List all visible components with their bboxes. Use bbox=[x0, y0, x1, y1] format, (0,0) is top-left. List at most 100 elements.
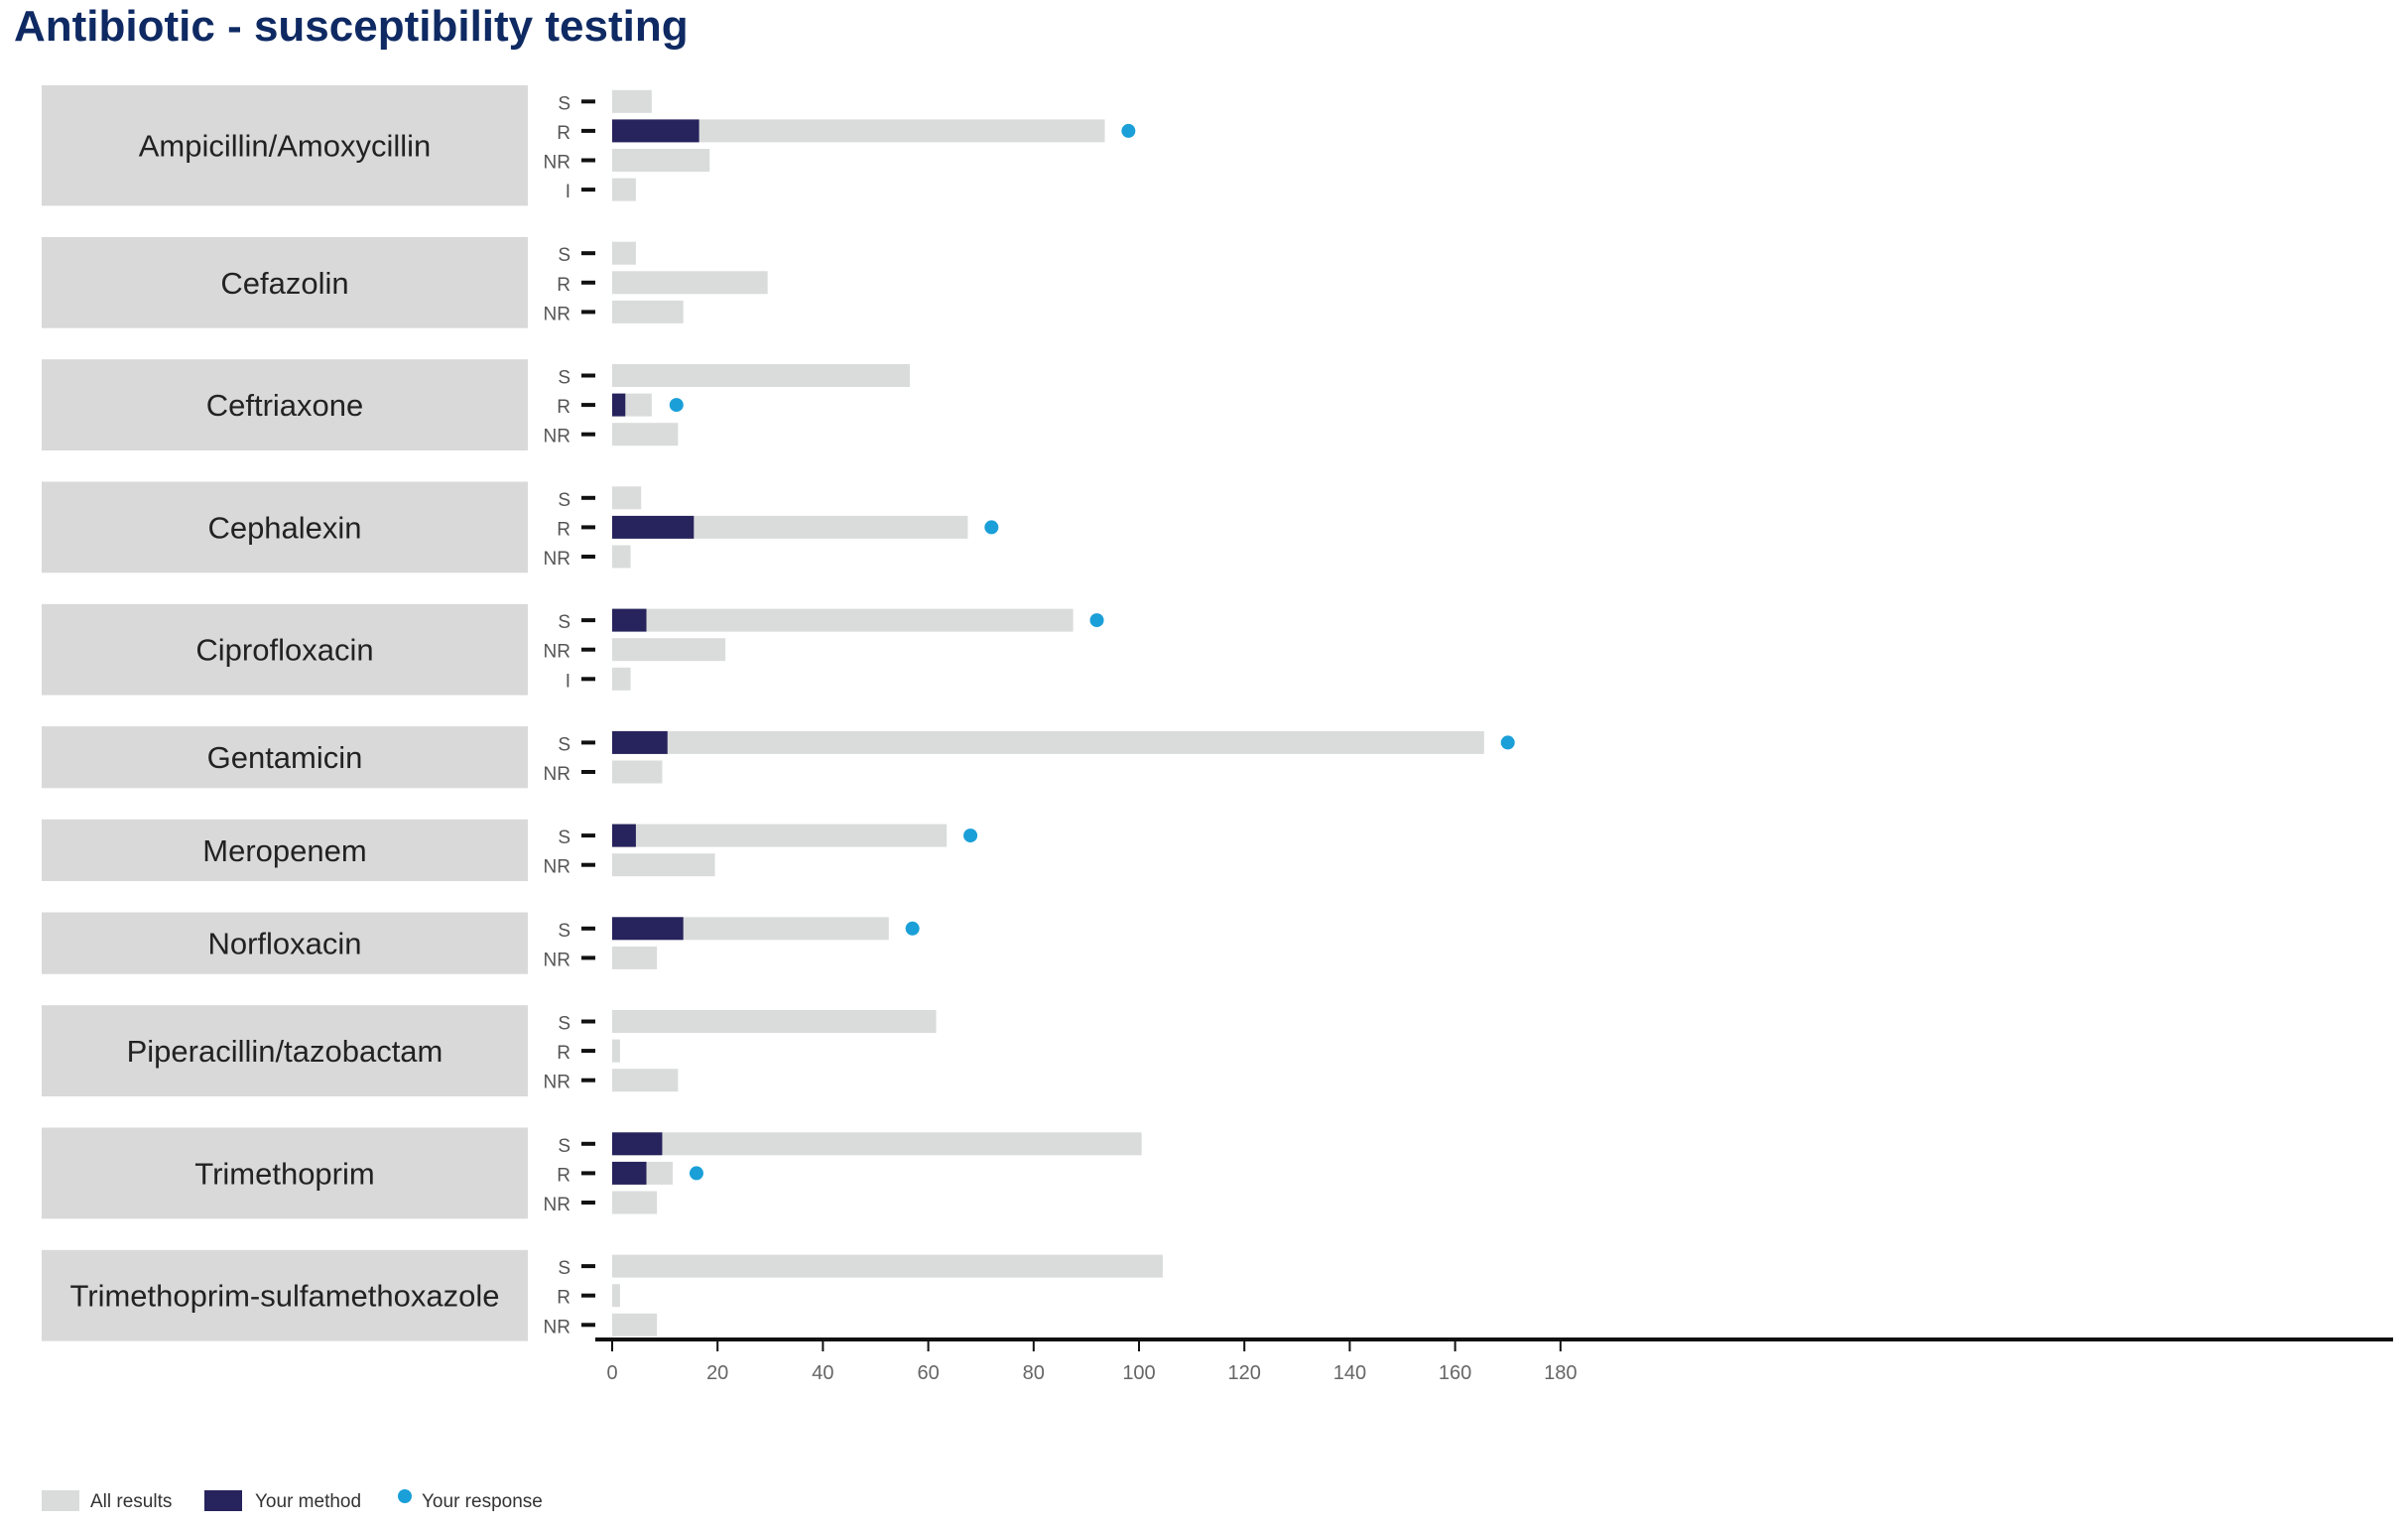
bar-all-results-cefazolin-nr bbox=[612, 300, 684, 323]
category-tick bbox=[581, 618, 595, 623]
category-tick bbox=[581, 1141, 595, 1146]
antibiotic-label: Ampicillin/Amoxycillin bbox=[139, 129, 432, 164]
category-label: NR bbox=[544, 549, 570, 570]
category-label: NR bbox=[544, 1195, 570, 1215]
bar-all-results-piperacillin-tazobactam-s bbox=[612, 1010, 937, 1033]
category-label: S bbox=[558, 612, 570, 633]
antibiotic-label: Ceftriaxone bbox=[206, 388, 364, 423]
category-tick bbox=[581, 1078, 595, 1082]
bar-all-results-ampicillin-amoxycillin-i bbox=[612, 178, 636, 201]
point-your-response-ceftriaxone-r bbox=[669, 398, 684, 413]
x-tick-label: 80 bbox=[1023, 1362, 1045, 1384]
category-label: S bbox=[558, 827, 570, 848]
bar-all-results-norfloxacin-nr bbox=[612, 946, 658, 969]
x-tick-label: 100 bbox=[1122, 1362, 1155, 1384]
bar-all-results-cefazolin-r bbox=[612, 271, 768, 295]
x-tick-label: 60 bbox=[917, 1362, 939, 1384]
category-label: NR bbox=[544, 1317, 570, 1337]
legend: All results Your method Your response bbox=[42, 1489, 543, 1512]
bar-all-results-gentamicin-nr bbox=[612, 760, 663, 784]
category-tick bbox=[581, 926, 595, 931]
category-label: NR bbox=[544, 1073, 570, 1093]
bar-all-results-ciprofloxacin-i bbox=[612, 667, 631, 691]
panel-ceftriaxone bbox=[42, 359, 528, 450]
category-tick bbox=[581, 770, 595, 774]
bar-your-method-ciprofloxacin-s bbox=[612, 608, 647, 632]
category-label: NR bbox=[544, 642, 570, 663]
category-tick bbox=[581, 955, 595, 960]
x-tick-label: 120 bbox=[1228, 1362, 1261, 1384]
category-label: R bbox=[557, 1165, 570, 1186]
category-tick bbox=[581, 1264, 595, 1269]
category-tick bbox=[581, 432, 595, 437]
x-tick-label: 20 bbox=[706, 1362, 728, 1384]
antibiotic-label: Ciprofloxacin bbox=[195, 633, 373, 668]
x-axis: 0 20 40 60 80 100 120 140 160 180 bbox=[595, 1337, 2393, 1384]
category-tick bbox=[581, 1019, 595, 1024]
bar-all-results-trimethoprim-sulfamethoxazole-nr bbox=[612, 1313, 658, 1336]
category-tick bbox=[581, 1293, 595, 1298]
panel-meropenem bbox=[42, 819, 528, 881]
x-tick-label: 160 bbox=[1439, 1362, 1471, 1384]
antibiotic-label: Cephalexin bbox=[207, 510, 361, 545]
category-label: I bbox=[566, 182, 570, 202]
bar-all-results-meropenem-nr bbox=[612, 853, 715, 877]
category-label: R bbox=[557, 275, 570, 296]
category-label: S bbox=[558, 368, 570, 389]
point-your-response-ampicillin-amoxycillin-r bbox=[1121, 123, 1136, 138]
category-label: R bbox=[557, 1288, 570, 1309]
point-your-response-meropenem-s bbox=[963, 828, 978, 843]
antibiotic-label: Trimethoprim-sulfamethoxazole bbox=[69, 1279, 499, 1314]
bar-all-results-cefazolin-s bbox=[612, 241, 636, 265]
panel-cefazolin bbox=[42, 236, 528, 328]
point-your-response-trimethoprim-r bbox=[689, 1166, 703, 1181]
point-your-response-gentamicin-s bbox=[1500, 735, 1515, 750]
x-tick-label: 140 bbox=[1333, 1362, 1366, 1384]
category-tick bbox=[581, 1171, 595, 1176]
point-your-response-cephalexin-r bbox=[984, 520, 999, 535]
bar-all-results-ampicillin-amoxycillin-r bbox=[612, 119, 1105, 143]
category-tick bbox=[581, 373, 595, 378]
category-label: S bbox=[558, 1136, 570, 1157]
category-tick bbox=[581, 677, 595, 682]
antibiotic-label: Piperacillin/tazobactam bbox=[127, 1034, 444, 1069]
category-label: NR bbox=[544, 427, 570, 447]
bar-all-results-ceftriaxone-s bbox=[612, 364, 911, 387]
legend-swatch-your-method bbox=[204, 1490, 242, 1511]
category-tick bbox=[581, 862, 595, 867]
bar-all-results-piperacillin-tazobactam-nr bbox=[612, 1069, 679, 1092]
category-label: R bbox=[557, 519, 570, 540]
bar-your-method-cephalexin-r bbox=[612, 515, 695, 539]
category-label: S bbox=[558, 921, 570, 942]
panel-gentamicin bbox=[42, 726, 528, 789]
chart-title: Antibiotic - susceptibility testing bbox=[14, 2, 689, 51]
point-your-response-norfloxacin-s bbox=[905, 921, 920, 936]
category-label: R bbox=[557, 123, 570, 144]
category-rows: SRNRISRNRSRNRSRNRSNRISNRSNRSNRSRNRSRNRSR… bbox=[544, 89, 1515, 1337]
category-tick bbox=[581, 1201, 595, 1205]
panel-ampicillin-amoxycillin bbox=[42, 85, 528, 206]
legend-swatch-all-results bbox=[42, 1490, 79, 1511]
category-tick bbox=[581, 495, 595, 500]
panel-trimethoprim-sulfamethoxazole bbox=[42, 1249, 528, 1341]
panel-cephalexin bbox=[42, 481, 528, 573]
bar-all-results-ampicillin-amoxycillin-nr bbox=[612, 149, 710, 172]
category-label: S bbox=[558, 1014, 570, 1035]
antibiotic-label: Cefazolin bbox=[220, 266, 348, 301]
bar-all-results-ciprofloxacin-s bbox=[612, 608, 1074, 632]
category-tick bbox=[581, 310, 595, 315]
point-your-response-ciprofloxacin-s bbox=[1089, 613, 1104, 628]
bar-all-results-cephalexin-s bbox=[612, 486, 642, 510]
bar-your-method-trimethoprim-r bbox=[612, 1161, 647, 1185]
category-tick bbox=[581, 740, 595, 745]
category-tick bbox=[581, 188, 595, 192]
bar-all-results-piperacillin-tazobactam-r bbox=[612, 1039, 620, 1063]
bar-all-results-ciprofloxacin-nr bbox=[612, 638, 726, 662]
category-label: NR bbox=[544, 857, 570, 878]
category-tick bbox=[581, 525, 595, 530]
x-tick-label: 0 bbox=[606, 1362, 617, 1384]
category-tick bbox=[581, 833, 595, 838]
bar-all-results-ceftriaxone-nr bbox=[612, 423, 679, 446]
category-tick bbox=[581, 1049, 595, 1054]
